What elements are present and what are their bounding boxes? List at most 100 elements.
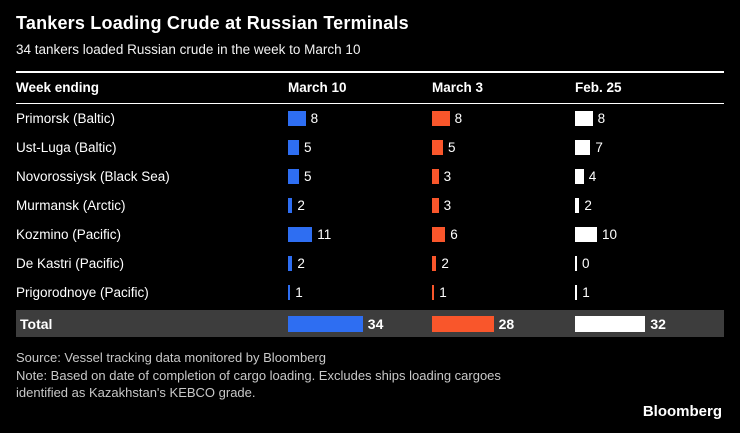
bar-march3 [432, 227, 446, 242]
bar-cell: 5 [288, 169, 432, 184]
row-label: Ust-Luga (Baltic) [16, 140, 117, 155]
note-line: Note: Based on date of completion of car… [16, 368, 501, 401]
bar-march10 [288, 198, 293, 213]
row-label: Kozmino (Pacific) [16, 227, 122, 242]
bar-cell: 2 [288, 198, 432, 213]
bar-value: 11 [317, 227, 332, 242]
total-value: 28 [498, 315, 515, 332]
table-row-de-kastri: De Kastri (Pacific) 2 2 0 [16, 249, 724, 278]
row-label: Murmansk (Arctic) [16, 198, 126, 213]
bar-feb25 [575, 111, 593, 126]
bar-cell: 3 [432, 169, 575, 184]
column-header-feb-25: Feb. 25 [575, 80, 622, 95]
bar-cell: 2 [432, 256, 575, 271]
table-body: Primorsk (Baltic) 8 8 8 Ust-Luga (Baltic… [16, 104, 724, 307]
bar-cell: 2 [288, 256, 432, 271]
bar-cell: 34 [288, 315, 432, 332]
table-row-kozmino: Kozmino (Pacific) 11 6 10 [16, 220, 724, 249]
bar-cell: 5 [288, 140, 432, 155]
bar-value: 1 [439, 285, 447, 300]
bar-cell: 6 [432, 227, 575, 242]
bar-feb25 [575, 169, 584, 184]
bar-value: 1 [295, 285, 303, 300]
bar-value: 2 [297, 198, 305, 213]
row-label: De Kastri (Pacific) [16, 256, 125, 271]
bar-march3 [432, 198, 439, 213]
source-line: Source: Vessel tracking data monitored b… [16, 350, 327, 365]
bar-cell: 8 [575, 111, 724, 126]
total-bar-march3 [432, 315, 494, 332]
bar-cell: 4 [575, 169, 724, 184]
bar-march3 [432, 285, 435, 300]
bar-march10 [288, 169, 299, 184]
bar-value: 0 [582, 256, 590, 271]
bar-cell: 11 [288, 227, 432, 242]
table-row-murmansk: Murmansk (Arctic) 2 3 2 [16, 191, 724, 220]
row-label: Primorsk (Baltic) [16, 111, 116, 126]
bar-value: 2 [441, 256, 449, 271]
bloomberg-logo: Bloomberg [642, 403, 722, 420]
bar-cell: 2 [575, 198, 724, 213]
bar-value: 4 [588, 169, 597, 184]
bar-value: 8 [597, 111, 606, 126]
bar-march3 [432, 111, 450, 126]
bar-cell: 1 [288, 285, 432, 300]
bar-cell: 3 [432, 198, 575, 213]
total-label: Total [20, 315, 53, 332]
column-header-march-3: March 3 [432, 80, 484, 95]
chart-title: Tankers Loading Crude at Russian Termina… [16, 13, 409, 33]
bar-cell: 32 [575, 315, 724, 332]
chart-subtitle: 34 tankers loaded Russian crude in the w… [16, 42, 361, 57]
bar-feb25 [575, 256, 577, 271]
bar-value: 7 [595, 140, 603, 155]
total-bar-march10 [288, 315, 363, 332]
total-value: 34 [367, 315, 384, 332]
bar-march10 [288, 285, 291, 300]
bar-value: 5 [304, 169, 312, 184]
row-label: Prigorodnoye (Pacific) [16, 285, 149, 300]
bar-value: 5 [304, 140, 312, 155]
bar-march3 [432, 140, 443, 155]
bar-cell: 7 [575, 140, 724, 155]
column-header-march-10: March 10 [288, 80, 347, 95]
bar-feb25 [575, 285, 578, 300]
column-header-week-ending: Week ending [16, 80, 100, 95]
bar-value: 2 [584, 198, 592, 213]
bar-march10 [288, 140, 299, 155]
table-row-primorsk: Primorsk (Baltic) 8 8 8 [16, 104, 724, 133]
bar-value: 3 [443, 169, 452, 184]
total-value: 32 [650, 315, 666, 332]
bar-cell: 28 [432, 315, 575, 332]
bar-feb25 [575, 227, 597, 242]
bar-value: 10 [602, 227, 618, 242]
table-row-ust-luga: Ust-Luga (Baltic) 5 5 7 [16, 133, 724, 162]
bar-feb25 [575, 198, 580, 213]
table-row-prigorodnoye: Prigorodnoye (Pacific) 1 1 1 [16, 278, 724, 307]
total-bar-feb25 [575, 315, 646, 332]
bar-value: 3 [443, 198, 452, 213]
bar-march10 [288, 111, 306, 126]
bar-cell: 5 [432, 140, 575, 155]
bar-cell: 1 [432, 285, 575, 300]
table-row-novorossiysk: Novorossiysk (Black Sea) 5 3 4 [16, 162, 724, 191]
bar-value: 5 [448, 140, 456, 155]
row-label: Novorossiysk (Black Sea) [16, 169, 170, 184]
bar-march3 [432, 256, 437, 271]
bar-march3 [432, 169, 439, 184]
table-header: Week ending March 10 March 3 Feb. 25 [16, 71, 724, 104]
bar-value: 8 [454, 111, 463, 126]
bar-cell: 0 [575, 256, 724, 271]
bar-cell: 8 [432, 111, 575, 126]
bar-value: 6 [450, 227, 458, 242]
bar-value: 1 [582, 285, 590, 300]
bar-cell: 10 [575, 227, 724, 242]
total-row: Total 34 28 32 [16, 310, 724, 337]
bar-march10 [288, 256, 293, 271]
bar-feb25 [575, 140, 591, 155]
bar-value: 2 [297, 256, 305, 271]
bar-march10 [288, 227, 313, 242]
bar-cell: 1 [575, 285, 724, 300]
bar-value: 8 [310, 111, 319, 126]
bar-cell: 8 [288, 111, 432, 126]
